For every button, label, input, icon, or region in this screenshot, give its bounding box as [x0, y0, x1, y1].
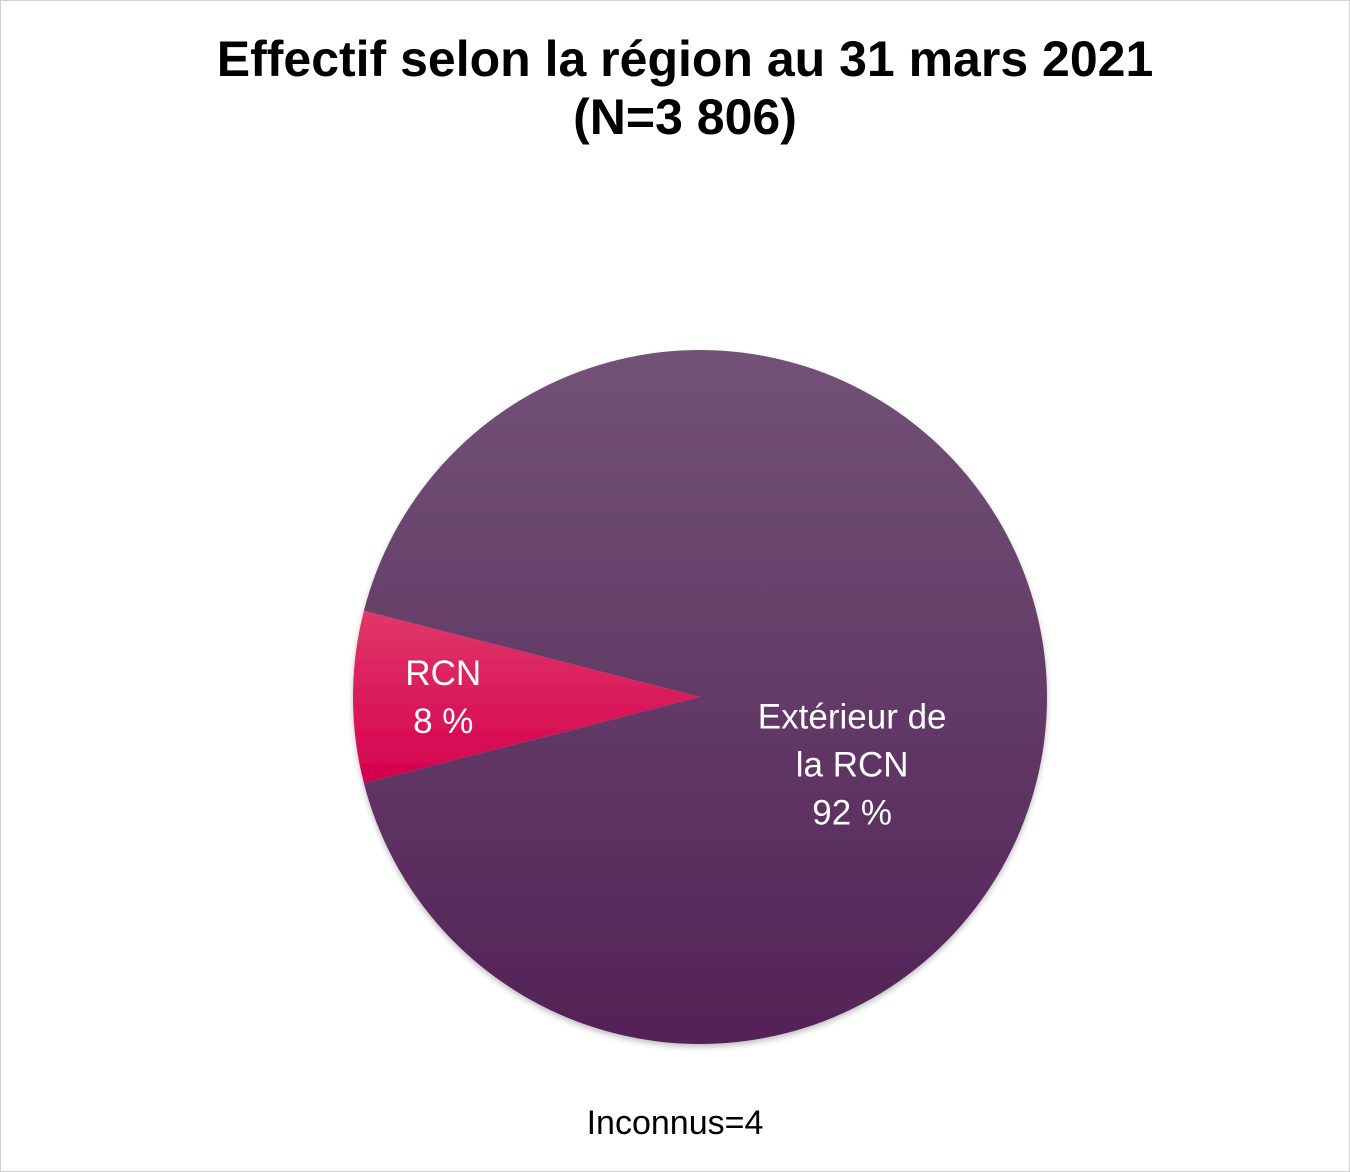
slice-label-1-line-0: Extérieur de: [758, 698, 947, 737]
chart-title-line-2: (N=3 806): [573, 89, 797, 145]
slice-label-1: Extérieur de la RCN 92 %: [758, 698, 947, 833]
chart-title: Effectif selon la région au 31 mars 2021…: [60, 30, 1310, 146]
slice-label-1-line-2: 92 %: [812, 794, 892, 833]
slice-label-1-line-1: la RCN: [796, 746, 909, 785]
unknown-count-note: Inconnus=4: [586, 1104, 764, 1142]
chart-title-line-1: Effectif selon la région au 31 mars 2021: [216, 31, 1154, 87]
pie-slice-0: [352, 610, 700, 784]
slice-label-0-line-1: 8 %: [413, 702, 473, 741]
pie-slice-1: [363, 350, 1048, 1044]
slice-label-0: RCN 8 %: [405, 654, 481, 741]
slice-label-0-line-0: RCN: [405, 654, 481, 693]
